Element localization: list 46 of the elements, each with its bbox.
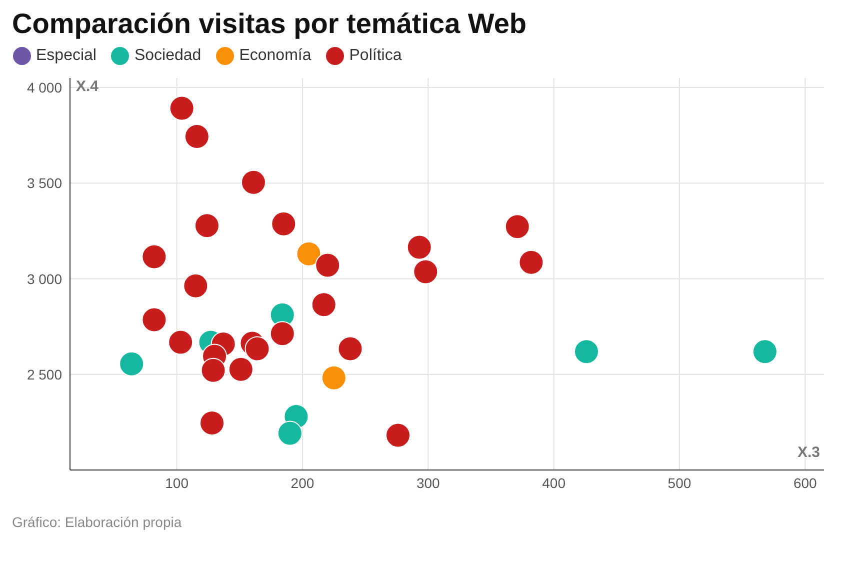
x-tick-label: 500: [668, 474, 692, 491]
point: [194, 213, 220, 238]
point: [142, 244, 167, 270]
point: [518, 250, 544, 275]
x-tick-label: 100: [165, 474, 189, 491]
point: [413, 259, 438, 284]
y-tick-label: 2 500: [26, 366, 62, 382]
legend-label: Sociedad: [134, 47, 202, 65]
legend-label: Especial: [36, 47, 96, 65]
x-axis-title: X.3: [797, 444, 820, 461]
y-tick-label: 4 000: [26, 80, 62, 96]
point: [270, 321, 295, 346]
point: [321, 365, 346, 390]
point: [184, 124, 210, 150]
legend-label: Economía: [239, 47, 312, 65]
text: Gráfico: Elaboración propia: [12, 514, 183, 530]
point: [240, 170, 266, 195]
y-axis-title: X.4: [76, 78, 99, 95]
point: [119, 351, 144, 376]
x-tick-label: 300: [416, 474, 440, 491]
point: [574, 339, 599, 364]
point: [385, 422, 410, 448]
point: [315, 252, 340, 278]
point: [200, 410, 225, 436]
y-tick-label: 3 000: [26, 270, 62, 287]
x-tick-label: 400: [542, 474, 566, 491]
x-tick-label: 600: [793, 474, 818, 491]
chart-title: Comparación visitas por temática Web: [12, 8, 528, 40]
point: [406, 234, 432, 260]
point: [504, 214, 530, 240]
point: [752, 339, 778, 364]
point: [338, 336, 363, 362]
point: [277, 420, 302, 446]
point: [311, 292, 336, 318]
y-tick-label: 3 500: [26, 175, 62, 192]
legend-label: Política: [349, 47, 402, 65]
point: [169, 96, 194, 121]
point: [244, 336, 270, 362]
point: [228, 356, 254, 382]
point: [271, 211, 296, 236]
point: [183, 273, 208, 298]
point: [296, 241, 322, 266]
point: [168, 330, 194, 355]
x-tick-label: 200: [290, 474, 314, 491]
point: [142, 307, 167, 332]
point: [200, 358, 226, 383]
